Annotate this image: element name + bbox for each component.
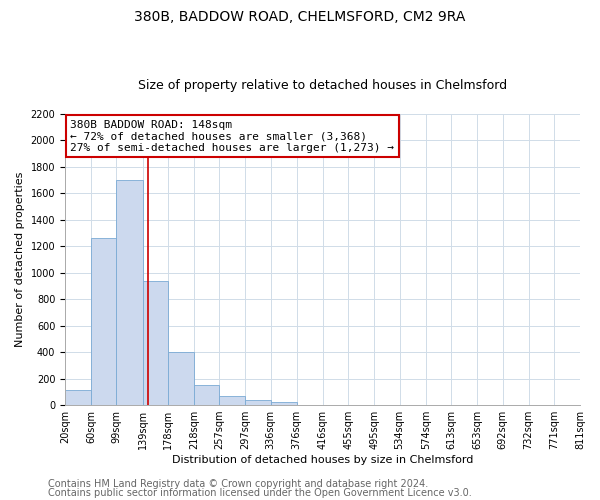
Bar: [116, 180, 143, 405]
Bar: [65, 390, 91, 405]
Bar: [245, 400, 271, 405]
Text: Contains public sector information licensed under the Open Government Licence v3: Contains public sector information licen…: [48, 488, 472, 498]
Title: Size of property relative to detached houses in Chelmsford: Size of property relative to detached ho…: [138, 79, 507, 92]
Bar: [168, 352, 194, 405]
Bar: [271, 402, 297, 405]
Bar: [143, 280, 168, 405]
Text: Contains HM Land Registry data © Crown copyright and database right 2024.: Contains HM Land Registry data © Crown c…: [48, 479, 428, 489]
Bar: [220, 396, 245, 405]
Text: 380B, BADDOW ROAD, CHELMSFORD, CM2 9RA: 380B, BADDOW ROAD, CHELMSFORD, CM2 9RA: [134, 10, 466, 24]
Bar: [91, 238, 116, 405]
Y-axis label: Number of detached properties: Number of detached properties: [15, 172, 25, 347]
Bar: [194, 385, 220, 405]
X-axis label: Distribution of detached houses by size in Chelmsford: Distribution of detached houses by size …: [172, 455, 473, 465]
Text: 380B BADDOW ROAD: 148sqm
← 72% of detached houses are smaller (3,368)
27% of sem: 380B BADDOW ROAD: 148sqm ← 72% of detach…: [70, 120, 394, 153]
